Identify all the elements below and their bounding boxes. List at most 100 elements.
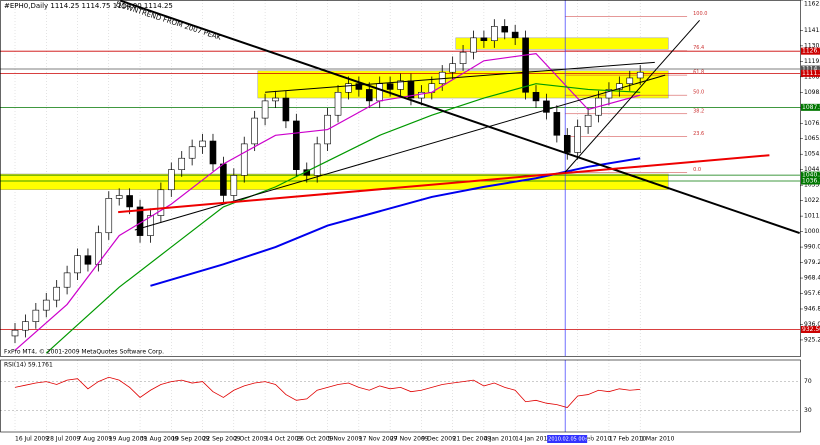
x-tick-label: 17 Nov 2009 [359, 436, 398, 443]
candle-body [459, 51, 467, 64]
candle-body [365, 89, 373, 102]
level-label: 1036.10 [802, 178, 820, 185]
candle-body [480, 37, 488, 42]
candle-body [261, 100, 269, 119]
candle-body [22, 321, 29, 331]
candle-body [584, 114, 592, 127]
candle-body [470, 37, 477, 53]
moving-average [14, 52, 641, 351]
rsi-title: RSI(14) 59.1761 [4, 362, 53, 369]
level-tag [801, 325, 820, 333]
x-tick-label: 31 Aug 2009 [140, 436, 179, 443]
x-tick-label: 7 Aug 2009 [78, 436, 113, 443]
y-tick-label: 1000.80 [804, 228, 820, 235]
candle-body [418, 91, 425, 99]
rsi-tick-label: 70 [804, 378, 812, 385]
fib-label: 61.8 [693, 70, 704, 76]
candle-body [42, 299, 50, 311]
x-tick-label: 5 Nov 2009 [328, 436, 363, 443]
y-tick-label: 925.20 [804, 336, 820, 343]
level-tag [801, 69, 820, 77]
candle-body [334, 91, 342, 116]
candle-body [178, 157, 186, 170]
candle-body [230, 175, 238, 196]
candle-body [449, 63, 456, 73]
rsi-panel [0, 360, 800, 432]
candle-body [282, 97, 290, 122]
candle-body [376, 83, 384, 102]
candle-body [563, 134, 571, 153]
candle-body [126, 195, 133, 208]
candle-body [293, 120, 300, 170]
candle-body [74, 255, 81, 274]
fib-label: 38.2 [693, 108, 704, 114]
trendline [134, 74, 666, 231]
fib-label: 23.6 [693, 131, 704, 137]
x-tick-label: 28 Jul 2009 [46, 436, 80, 443]
y-tick-label: 1033.20 [804, 182, 820, 189]
y-tick-label: 979.20 [804, 259, 820, 266]
x-tick-label: 22 Sep 2009 [203, 436, 241, 443]
candle-body [605, 89, 613, 99]
candle-body [532, 91, 540, 102]
x-tick-label: 9 Dec 2009 [421, 436, 456, 443]
rsi-tick-label: 30 [804, 407, 812, 414]
candle-body [84, 255, 92, 265]
y-tick-label: 1022.40 [804, 197, 820, 204]
x-tick-label: 19 Aug 2009 [109, 436, 148, 443]
rsi-line [14, 376, 641, 408]
x-tick-label: 4 Jan 2010 [484, 436, 516, 443]
candle-body [240, 143, 248, 176]
level-tag [801, 171, 820, 179]
chart-title: #EPH0,Daily 1114.25 1114.75 1114.00 1114… [4, 2, 173, 10]
candle-body [95, 232, 102, 265]
x-tick-label: 10 Sep 2009 [171, 436, 209, 443]
y-tick-label: 968.40 [804, 275, 820, 282]
candle-body [355, 83, 363, 90]
candle-body [574, 126, 581, 153]
x-tick-label: 14 Oct 2009 [265, 436, 302, 443]
price-panel: 100.0 76.4 61.8 50.0 38.2 23.6 0.0 [0, 0, 800, 356]
trendline [564, 20, 700, 173]
x-tick-label: 27 Nov 2009 [390, 436, 429, 443]
zone [0, 173, 669, 191]
x-tick-label: 2 Oct 2009 [234, 436, 267, 443]
candle-body [220, 163, 227, 196]
level-label: 1087.50 [802, 104, 820, 111]
y-tick-label: 1054.80 [804, 151, 820, 158]
x-tick-label: 5 Feb 2010 [578, 436, 612, 443]
moving-average [45, 83, 641, 354]
fib-label: 100.0 [693, 11, 707, 17]
level-tag [801, 177, 820, 185]
candle-body [438, 71, 446, 84]
rsi-frame [0, 359, 801, 433]
candle-body [616, 83, 623, 90]
marker-label: 2010.02.05 00:00 [548, 437, 593, 443]
candle-body [491, 26, 498, 42]
zone [455, 37, 669, 50]
candle-body [313, 143, 321, 176]
y-tick-label: 957.60 [804, 290, 820, 297]
trendline [119, 0, 800, 234]
x-tick-label: 14 Jan 2010 [515, 436, 551, 443]
y-tick-label: 1141.20 [804, 27, 820, 34]
candle-body [345, 83, 352, 93]
candle-body [105, 198, 113, 234]
trendline [265, 61, 655, 93]
y-tick-label: 1065.60 [804, 135, 820, 142]
y-tick-label: 1044.00 [804, 166, 820, 173]
y-tick-label: 1098.00 [804, 89, 820, 96]
candle-body [168, 169, 175, 191]
x-tick-label: 21 Dec 2009 [453, 436, 492, 443]
level-label: 1040.20 [802, 172, 820, 179]
level-label: 1111.20 [802, 70, 820, 77]
candle-body [63, 272, 71, 288]
candle-body [397, 80, 404, 90]
footer: FxPro MT4, © 2001-2009 MetaQuotes Softwa… [4, 349, 164, 356]
candle-body [636, 71, 644, 79]
candle-body [115, 195, 123, 199]
y-tick-label: 1130.40 [804, 42, 820, 49]
fib-label: 0.0 [693, 167, 701, 173]
